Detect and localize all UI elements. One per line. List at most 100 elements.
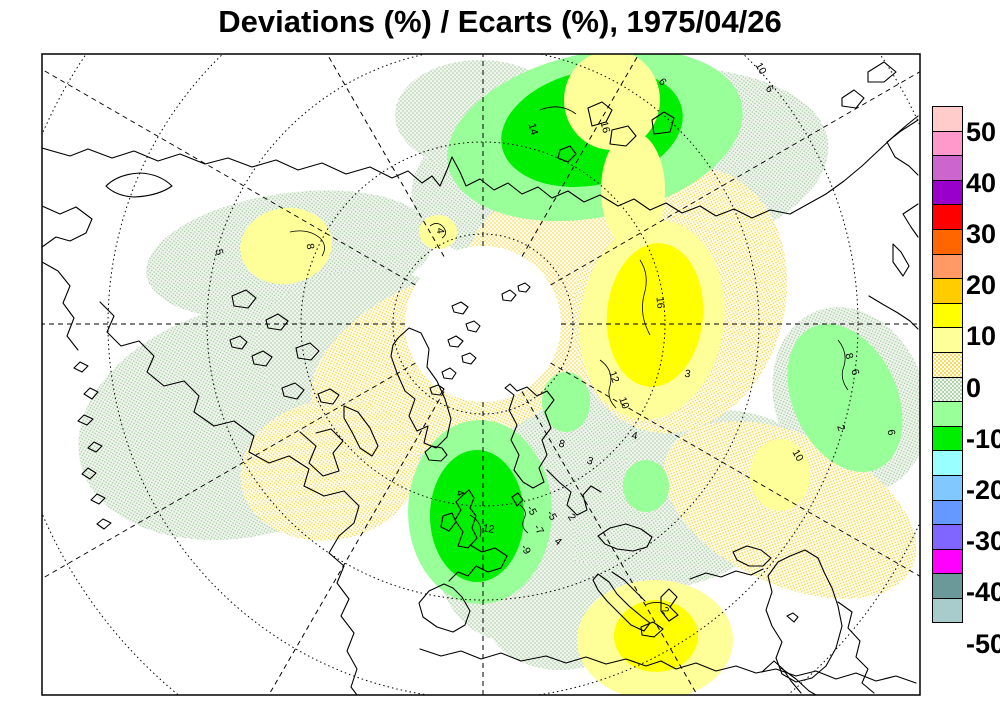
contour-label: 8	[557, 438, 566, 451]
legend-segment	[932, 524, 963, 550]
legend-tick-label: 20	[966, 270, 997, 301]
coastline-north-africa	[419, 648, 917, 684]
sea-of-azov	[732, 545, 772, 567]
coastline-eurasia-arctic	[42, 115, 919, 219]
contour-label: 4	[434, 227, 446, 234]
contour-label: 8	[842, 352, 855, 361]
coastline-baltic	[546, 469, 602, 516]
anomaly-region-dots-yellow	[240, 399, 420, 541]
black-sea	[597, 523, 653, 552]
coastline-ireland	[440, 512, 457, 532]
legend-segment	[932, 327, 963, 353]
legend-tick-label: -40	[966, 577, 1000, 608]
coastline-iberia	[418, 583, 471, 633]
arabia-gulf-coast	[837, 601, 875, 694]
legend-segment	[932, 130, 963, 157]
contour-label: 12	[606, 369, 621, 384]
east-asia-islands	[892, 243, 910, 277]
canadian-arctic-islands	[229, 289, 379, 457]
coastline-sicily	[640, 621, 664, 638]
legend-segment	[932, 155, 963, 181]
anomaly-region-light-yellow	[750, 439, 810, 511]
legend-segment	[932, 450, 963, 476]
legend-segment	[932, 106, 963, 132]
bering-islands	[841, 61, 897, 109]
coastline-greenland	[390, 327, 452, 449]
coastline-balkans-greece	[611, 571, 679, 622]
contour-lines	[289, 106, 849, 608]
figure-title: Deviations (%) / Ecarts (%), 1975/04/26	[218, 4, 782, 39]
legend-segment	[932, 499, 963, 526]
coastline-west-europe	[448, 544, 508, 582]
coastline-great-britain	[454, 489, 478, 549]
contour-label: 2	[565, 511, 578, 523]
contour-label: 14	[526, 122, 541, 137]
legend-segment	[932, 228, 963, 255]
anomaly-region-light-yellow	[419, 215, 457, 249]
coastline-scandinavia	[504, 383, 555, 489]
coastline-italy	[592, 573, 651, 632]
legend-tick-label: -20	[966, 475, 1000, 505]
coastline-denmark	[511, 492, 524, 507]
anomaly-region-light-yellow	[240, 207, 332, 285]
anomaly-region-yellow	[614, 600, 698, 672]
contour-label: 3	[585, 455, 595, 468]
legend-segment	[932, 253, 963, 280]
anomaly-region-pale-green	[787, 323, 903, 473]
polar-cap	[405, 246, 561, 402]
legend-segment	[932, 573, 963, 599]
contour-label: 5	[212, 248, 225, 257]
legend-segment	[932, 401, 963, 427]
contour-label: 10	[789, 447, 805, 463]
coastline-alaska	[42, 205, 93, 351]
legend-tick-label: -50	[966, 628, 1000, 659]
legend-segment	[932, 548, 963, 575]
red-sea-coast	[761, 660, 817, 695]
anomaly-region-pale-green	[623, 460, 669, 512]
contour-label: 16	[598, 120, 613, 135]
anomaly-region-light-yellow	[601, 132, 665, 248]
contour-label: 16	[654, 296, 667, 309]
contour-label: 8	[304, 243, 317, 251]
anomaly-region-green	[430, 450, 524, 582]
contour-label: 3	[684, 368, 692, 381]
anomaly-region-light-yellow	[564, 54, 660, 150]
anomaly-regions	[78, 54, 920, 695]
legend-segment	[932, 425, 963, 452]
contour-label: 6	[848, 368, 861, 377]
coastline-chukotka	[105, 172, 173, 198]
contour-label: 10	[752, 60, 768, 76]
map-frame	[41, 53, 921, 696]
anomaly-region-yellow	[606, 243, 704, 387]
contour-label: 4	[453, 489, 466, 498]
legend-segment	[932, 302, 963, 329]
russian-arctic-islands	[557, 101, 675, 163]
legend-segment	[932, 278, 963, 304]
aleutian-islands	[73, 361, 112, 530]
legend-tick-label: -10	[966, 423, 1000, 454]
legend-tick-label: 40	[966, 167, 997, 198]
coastline-north-america	[99, 301, 360, 695]
contour-label: 6	[885, 429, 898, 437]
legend-tick-label: 50	[966, 116, 997, 147]
legend-tick-label: 30	[966, 219, 997, 249]
legend-tick-label: 0	[966, 372, 982, 403]
contour-label: 10	[616, 395, 631, 410]
contour-label: 12	[482, 522, 496, 536]
contour-label: 2	[834, 423, 847, 433]
legend-segment	[932, 204, 963, 230]
color-scale-legend	[932, 106, 963, 624]
hudson-bay	[299, 428, 344, 477]
coastline-turkey	[689, 568, 764, 580]
coastline-iceland	[424, 445, 448, 462]
legend-segment	[932, 179, 963, 206]
legend-segment	[932, 351, 963, 378]
legend-segment	[932, 597, 963, 624]
caspian-sea	[765, 549, 843, 683]
legend-segment	[932, 474, 963, 501]
coastlines	[42, 61, 919, 695]
legend-tick-label: -30	[966, 526, 1000, 557]
